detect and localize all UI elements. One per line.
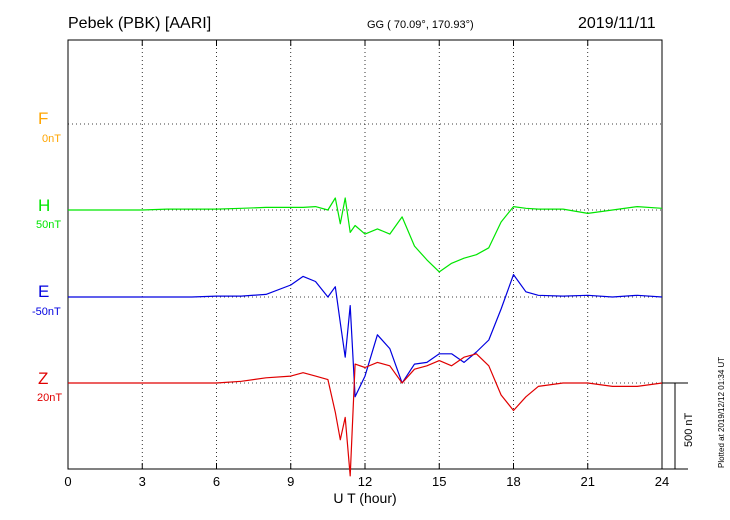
x-axis-label: U T (hour)	[333, 490, 396, 506]
station-title: Pebek (PBK) [AARI]	[68, 15, 211, 32]
grid-lines	[68, 40, 662, 469]
x-tick-label: 3	[139, 474, 146, 489]
x-tick-label: 9	[287, 474, 294, 489]
baseline-label-Z: 20nT	[37, 392, 62, 404]
geomagnetic-chart: Pebek (PBK) [AARI] GG ( 70.09°, 170.93°)…	[0, 0, 730, 520]
baseline-label-H: 50nT	[36, 219, 61, 231]
scale-bar-label: 500 nT	[683, 412, 695, 447]
x-tick-label: 15	[432, 474, 446, 489]
series-label-Z: Z	[38, 369, 48, 388]
coordinates-label: GG ( 70.09°, 170.93°)	[367, 19, 474, 31]
series-label-E: E	[38, 282, 49, 301]
x-tick-label: 6	[213, 474, 220, 489]
series-label-H: H	[38, 196, 50, 215]
x-tick-label: 12	[358, 474, 372, 489]
baseline-label-E: -50nT	[32, 306, 61, 318]
x-tick-label: 18	[506, 474, 520, 489]
x-tick-label: 24	[655, 474, 669, 489]
date-label: 2019/11/11	[578, 15, 656, 32]
plotted-timestamp: Plotted at 2019/12/12 01:34 UT	[717, 357, 726, 468]
x-tick-label: 21	[581, 474, 595, 489]
series-label-F: F	[38, 109, 48, 128]
baseline-label-F: 0nT	[42, 133, 61, 145]
x-tick-label: 0	[64, 474, 71, 489]
x-ticks: 0 3 6 9 12 15 18 21 24	[64, 40, 669, 489]
